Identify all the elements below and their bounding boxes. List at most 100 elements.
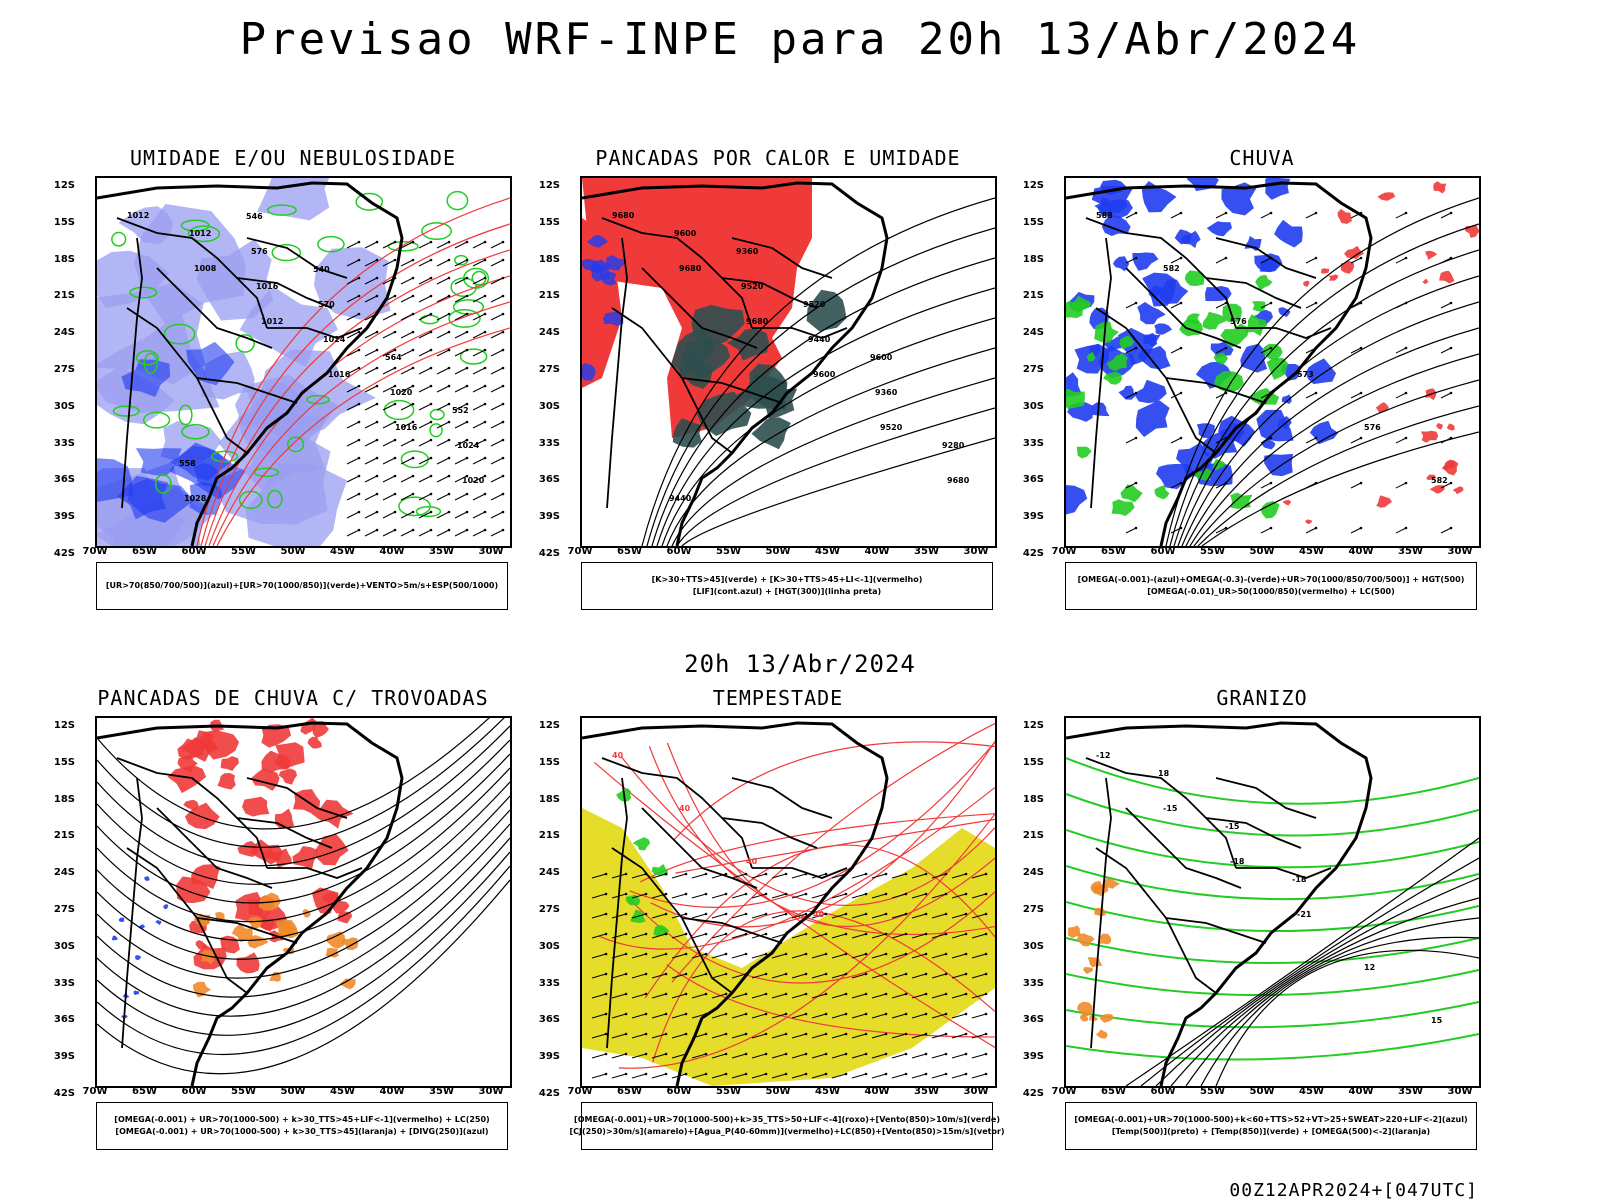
wind-vector xyxy=(691,892,708,899)
omega-area-blue xyxy=(1252,309,1274,325)
map-svg: 9680 9680 9680 9600 9520 9680 9600 9520 9440 9360… xyxy=(582,178,995,546)
wind-vector xyxy=(490,240,505,249)
legend-box: [UR>70(850/700/500)](azul)+[UR>70(1000/8… xyxy=(96,562,508,610)
streamline xyxy=(97,879,510,1075)
contour-label: 546 xyxy=(246,212,263,221)
omega-area-green xyxy=(1103,371,1123,385)
wind-vector xyxy=(346,312,361,321)
omega-area-blue xyxy=(1174,229,1192,245)
wind-vector xyxy=(791,972,808,979)
wind-vector xyxy=(490,492,505,501)
instability-area-teal xyxy=(742,363,788,401)
wind-vector xyxy=(382,330,397,339)
border-line xyxy=(236,277,333,309)
wind-vector xyxy=(1350,256,1363,264)
wind-vector xyxy=(911,1032,928,1039)
latitude-axis: 12S 15S 18S 21S 24S 27S 30S 33S 36S 39S 42S xyxy=(536,716,562,1099)
wind-vector xyxy=(1350,526,1363,534)
latitude-tick: 33S xyxy=(1022,437,1044,449)
latitude-tick: 15S xyxy=(53,216,75,228)
wind-vector xyxy=(1170,211,1183,219)
thunder-area-orange xyxy=(215,911,225,920)
border-line xyxy=(1085,217,1237,329)
wind-vector xyxy=(1350,391,1363,399)
omega-500-area xyxy=(1087,957,1103,968)
wind-vector xyxy=(454,366,469,375)
wind-vector xyxy=(591,1072,608,1079)
omega-area-green xyxy=(1120,484,1143,503)
border-line xyxy=(1236,867,1332,879)
omega-area-green xyxy=(1252,301,1266,312)
contour-label: 9600 xyxy=(674,229,697,238)
wind-vector xyxy=(831,1032,848,1039)
border-line xyxy=(601,217,753,329)
temp-500-contour xyxy=(1155,877,1479,1086)
longitude-axis: 70W 65W 60W 55W 50W 45W 40W 35W 30W xyxy=(1052,1086,1481,1100)
thunder-area-red xyxy=(261,847,274,860)
wind-vector xyxy=(400,420,415,429)
wind-vector xyxy=(1170,301,1183,309)
omega-500-area xyxy=(1094,907,1106,917)
omega-area-blue xyxy=(1221,182,1257,216)
wind-vector xyxy=(811,992,828,999)
wind-vector xyxy=(851,1072,868,1079)
panel-title: PANCADAS POR CALOR E UMIDADE xyxy=(595,146,961,170)
wind-vector xyxy=(631,992,648,999)
latitude-tick: 18S xyxy=(538,253,560,265)
longitude-tick: 65W xyxy=(1101,1086,1126,1097)
wind-vector xyxy=(418,438,433,447)
latitude-tick: 24S xyxy=(538,867,560,879)
wind-vector xyxy=(472,420,487,429)
wind-vector xyxy=(851,992,868,999)
wind-vector xyxy=(971,952,988,959)
longitude-tick: 70W xyxy=(82,1086,108,1097)
wind-vector xyxy=(346,420,361,429)
page-title: Previsao WRF-INPE para 20h 13/Abr/2024 xyxy=(239,14,1361,65)
wind-vector xyxy=(364,330,379,339)
legend-text: [OMEGA(-0.001) + UR>70(1000-500) + k>30_… xyxy=(114,1115,490,1124)
precip-water-contour xyxy=(599,786,995,950)
instability-area-teal xyxy=(751,417,791,450)
contour-label: 9280 xyxy=(942,441,965,450)
wind-vector xyxy=(364,240,379,249)
wind-vector xyxy=(472,294,487,303)
omega-area-red xyxy=(1377,192,1396,201)
wind-vector xyxy=(1440,526,1453,534)
wind-vector xyxy=(731,892,748,899)
thunder-area-red xyxy=(314,833,349,866)
latitude-tick: 27S xyxy=(538,904,560,915)
wind-vector xyxy=(400,348,415,357)
wind-vector xyxy=(1125,436,1138,444)
wind-vector xyxy=(651,932,668,939)
wind-vector xyxy=(418,510,433,519)
omega-500-area xyxy=(1083,967,1094,975)
omega-area-green xyxy=(1154,484,1170,500)
border-line xyxy=(752,327,848,339)
streamline xyxy=(97,781,510,941)
wind-850-area xyxy=(651,864,668,876)
wind-vector xyxy=(1305,256,1318,264)
wind-vector xyxy=(851,972,868,979)
longitude-tick: 60W xyxy=(181,1086,207,1097)
humidity-contour-green xyxy=(253,467,280,478)
omega-500-area xyxy=(1099,1013,1115,1023)
wind-vector xyxy=(472,240,487,249)
contour-label: 9600 xyxy=(813,370,836,379)
coastline xyxy=(97,721,404,1086)
wind-vector xyxy=(911,912,928,919)
omega-area-red xyxy=(1435,422,1443,430)
latitude-axis: 12S 15S 18S 21S 24S 27S 30S 33S 36S 39S 42S xyxy=(1020,716,1046,1099)
wind-vector xyxy=(1260,346,1273,354)
wind-850-area xyxy=(632,837,651,851)
wind-vector xyxy=(751,1072,768,1079)
omega-500-area xyxy=(1102,877,1121,889)
wind-vector xyxy=(791,1072,808,1079)
wind-850-area xyxy=(625,894,641,906)
omega-area-red xyxy=(1282,499,1292,506)
wind-vector xyxy=(931,952,948,959)
wind-vector xyxy=(831,952,848,959)
wind-vector xyxy=(1305,436,1318,444)
wind-vector xyxy=(1215,346,1228,354)
height-contour xyxy=(1193,379,1479,546)
border-line xyxy=(1125,807,1242,889)
